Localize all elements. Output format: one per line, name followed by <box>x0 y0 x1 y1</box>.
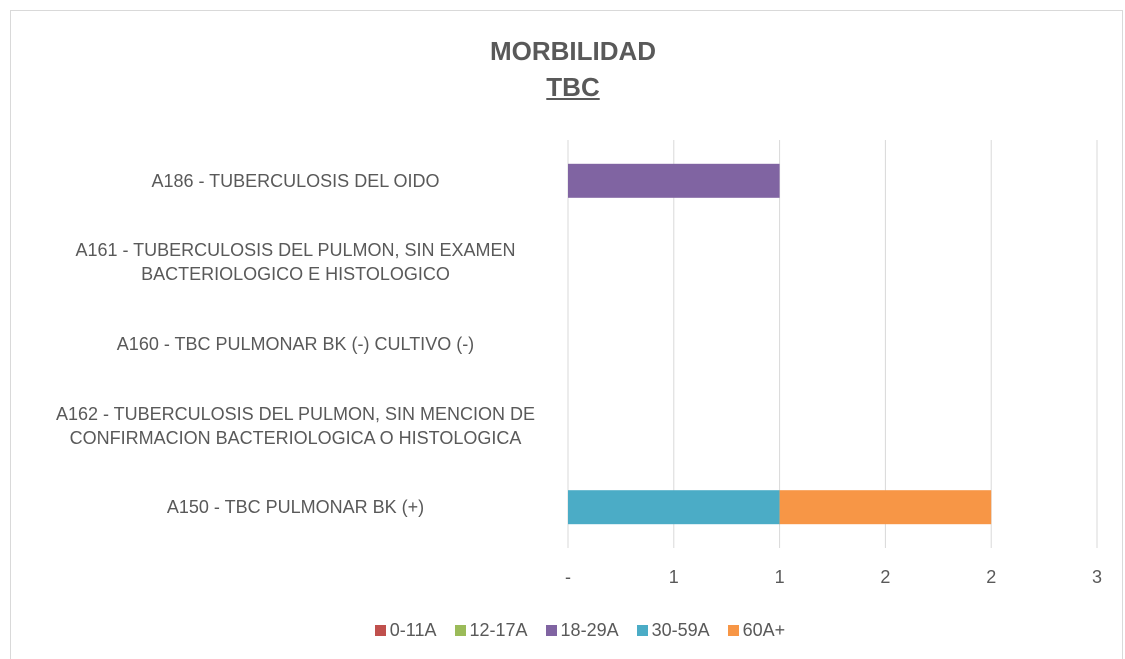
chart-subtitle: TBC <box>546 72 600 102</box>
x-tick-label: 1 <box>669 567 679 587</box>
legend-swatch <box>374 625 386 636</box>
legend-label: 12-17A <box>469 620 528 640</box>
y-tick-label: A186 - TUBERCULOSIS DEL OIDO <box>151 170 440 191</box>
x-tick-label: 3 <box>1092 567 1102 587</box>
legend-item: 12-17A <box>454 620 528 641</box>
bar <box>568 490 780 525</box>
y-tick-label: A162 - TUBERCULOSIS DEL PULMON, SIN MENC… <box>55 403 536 448</box>
y-tick-label: A160 - TBC PULMONAR BK (-) CULTIVO (-) <box>116 334 475 354</box>
bar <box>568 163 780 198</box>
y-tick-label: A150 - TBC PULMONAR BK (+) <box>166 497 425 518</box>
legend-swatch <box>727 625 739 636</box>
legend-swatch <box>454 625 466 636</box>
chart-border <box>10 10 1123 659</box>
y-tick-label: A161 - TUBERCULOSIS DEL PULMON, SIN EXAM… <box>75 240 516 285</box>
legend-label: 60A+ <box>742 620 786 640</box>
x-tick-label: 2 <box>880 567 890 587</box>
legend: 0-11A 12-17A 18-29A 30-59A 60A+ <box>0 620 1125 641</box>
legend-item: 60A+ <box>727 620 786 641</box>
legend-label: 18-29A <box>560 620 619 640</box>
legend-item: 30-59A <box>636 620 710 641</box>
legend-item: 18-29A <box>545 620 619 641</box>
x-tick-label: - <box>565 567 571 587</box>
x-tick-label: 2 <box>986 567 996 587</box>
chart-title: MORBILIDAD <box>489 36 657 66</box>
legend-label: 0-11A <box>389 620 437 640</box>
legend-label: 30-59A <box>651 620 710 640</box>
legend-swatch <box>545 625 557 636</box>
legend-item: 0-11A <box>374 620 437 641</box>
x-tick-label: 1 <box>775 567 785 587</box>
bar <box>779 490 992 525</box>
legend-swatch <box>636 625 648 636</box>
